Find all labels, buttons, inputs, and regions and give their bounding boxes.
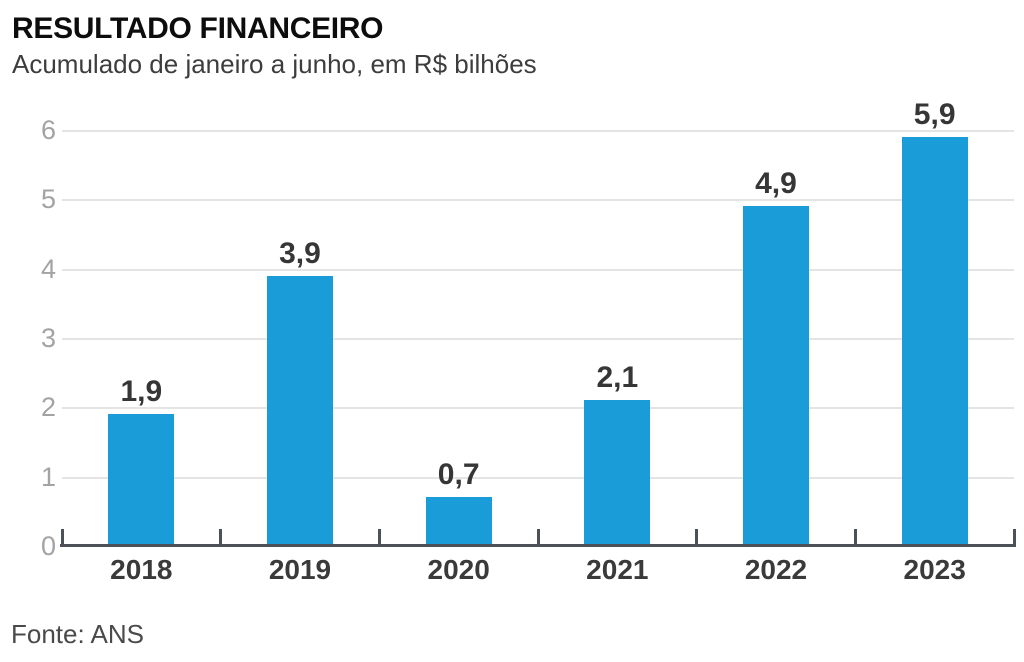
y-tick-label: 3 bbox=[40, 323, 56, 353]
axis-tick bbox=[695, 529, 699, 546]
gridline-2 bbox=[62, 407, 1014, 410]
x-tick-label-2023: 2023 bbox=[903, 554, 966, 585]
bar-value-label: 5,9 bbox=[913, 97, 956, 131]
bar-value-label: 1,9 bbox=[120, 375, 163, 409]
chart-header: RESULTADO FINANCEIRO Acumulado de janeir… bbox=[12, 12, 1012, 80]
axis-tick bbox=[536, 529, 540, 546]
bar-2020 bbox=[425, 497, 492, 546]
plot-area: 1,9 3,9 0,7 2,1 4,9 5,9 bbox=[60, 98, 1016, 546]
y-tick-label: 2 bbox=[40, 392, 56, 423]
axis-tick bbox=[219, 529, 223, 546]
bar-2023 bbox=[901, 136, 968, 546]
y-tick-label: 0 bbox=[40, 531, 56, 561]
gridline-1 bbox=[62, 476, 1014, 479]
gridline-4 bbox=[62, 268, 1014, 271]
x-axis-line bbox=[60, 544, 1016, 547]
source-note: Fonte: ANS bbox=[11, 619, 144, 649]
bar-value-label: 0,7 bbox=[437, 458, 480, 492]
bar-2021 bbox=[584, 400, 651, 546]
bar-value-label: 3,9 bbox=[279, 236, 321, 270]
y-tick-label: 1 bbox=[40, 461, 56, 492]
axis-tick bbox=[377, 529, 381, 546]
y-tick-label: 4 bbox=[40, 253, 56, 284]
gridline-5 bbox=[62, 199, 1014, 202]
y-tick-label: 6 bbox=[40, 115, 56, 145]
y-tick-label: 5 bbox=[40, 184, 56, 215]
bar-2019 bbox=[267, 275, 333, 546]
chart-subtitle: Acumulado de janeiro a junho, em R$ bilh… bbox=[12, 49, 537, 79]
gridline-6 bbox=[62, 130, 1014, 132]
bar-value-label: 4,9 bbox=[755, 167, 797, 201]
axis-tick bbox=[1012, 529, 1016, 546]
chart-title: RESULTADO FINANCEIRO bbox=[12, 12, 384, 45]
x-tick-label-2021: 2021 bbox=[586, 554, 649, 585]
axis-tick bbox=[853, 529, 857, 546]
bar-2018 bbox=[108, 414, 175, 546]
gridline-3 bbox=[62, 338, 1014, 340]
x-tick-label-2020: 2020 bbox=[427, 554, 490, 585]
x-tick-label-2018: 2018 bbox=[110, 554, 173, 585]
axis-tick bbox=[60, 529, 64, 546]
x-tick-label-2022: 2022 bbox=[744, 554, 808, 585]
bar-2022 bbox=[743, 206, 809, 546]
x-tick-label-2019: 2019 bbox=[268, 554, 332, 585]
bar-value-label: 2,1 bbox=[596, 361, 639, 395]
